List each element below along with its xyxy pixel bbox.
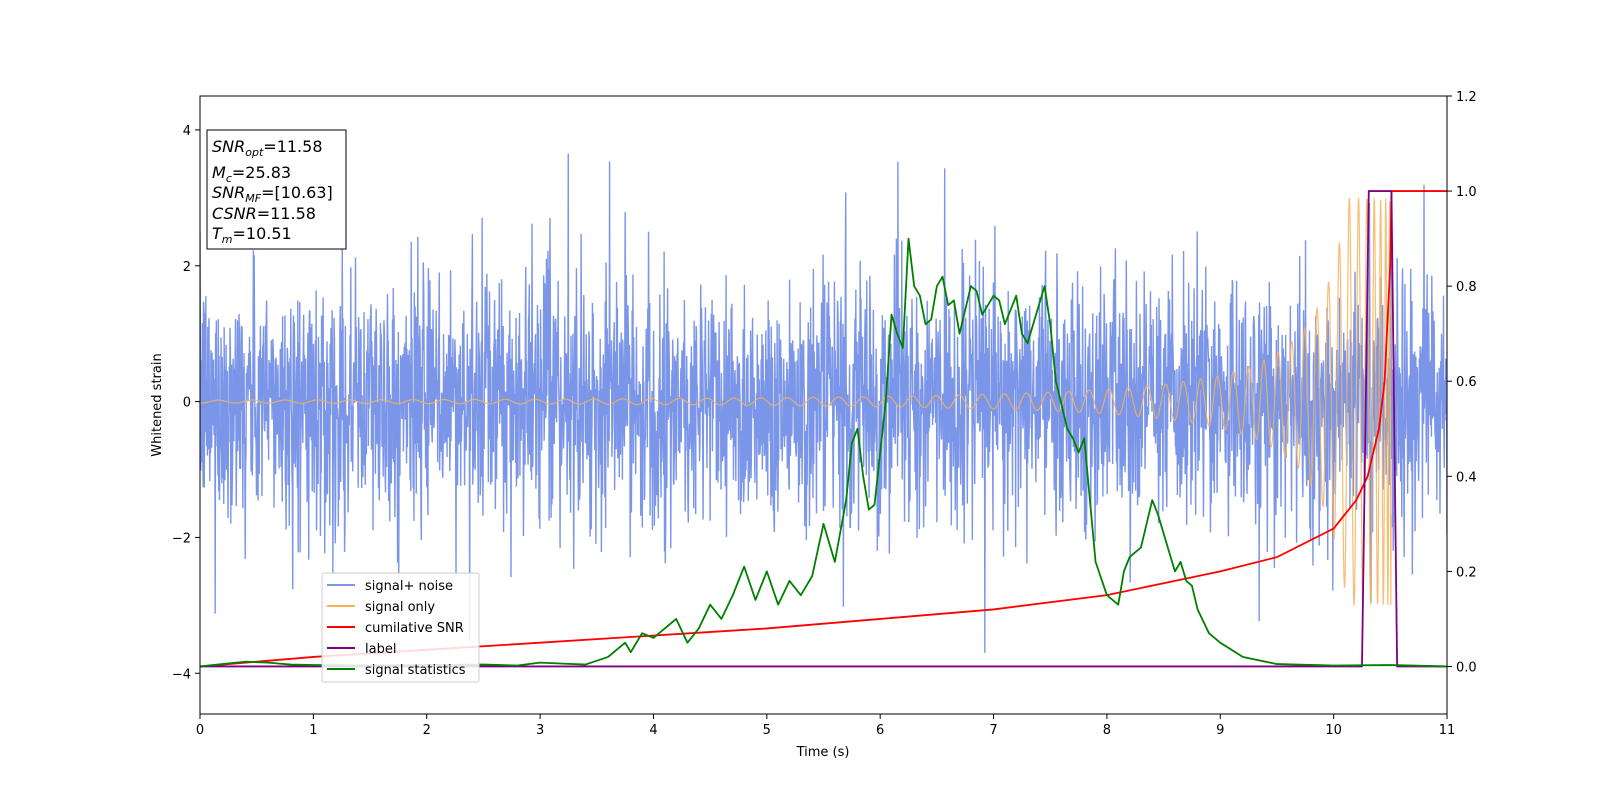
y-axis-label: Whitened strain [150,353,165,456]
series-signal-statistics [200,237,1447,668]
y-tick-label: 2 [183,260,191,275]
info-box: SNRopt=11.58 Mc=25.83 SNRMF=[10.63] CSNR… [206,129,347,250]
series-layer [200,153,1447,668]
series-cumilative-snr [200,190,1447,668]
x-tick-label: 10 [1325,723,1342,738]
y2-tick-label: 1.0 [1456,185,1477,200]
info-tm: Tm=10.51 [212,224,292,246]
series-signal-noise [200,153,1447,653]
x-tick-label: 4 [649,723,657,738]
legend-label-signal-statistics: signal statistics [365,663,466,678]
x-tick-label: 5 [763,723,771,738]
info-snr-opt: SNRopt=11.58 [212,137,323,159]
legend-label-signal-only: signal only [365,600,435,615]
x-tick-label: 7 [989,723,997,738]
x-tick-label: 9 [1216,723,1224,738]
x-axis-label: Time (s) [796,745,850,760]
info-box-frame [206,129,347,250]
y-tick-label: 4 [183,124,191,139]
x-tick-label: 1 [309,723,317,738]
legend-label-label: label [365,642,396,657]
info-mc: Mc=25.83 [212,163,291,185]
legend: signal+ noise signal only cumilative SNR… [321,572,480,683]
plot-frame [199,95,1448,715]
x-tick-label: 11 [1439,723,1456,738]
y2-tick-label: 0.2 [1456,565,1477,580]
axes-layer: 0 1 2 3 4 5 6 7 8 9 10 11 −4 −2 0 2 4 0.0 0.2 0.4 0.6 0.8 1.0 1… [172,90,1477,738]
y-tick-label: 0 [183,396,191,411]
legend-label-signal-noise: signal+ noise [365,579,453,594]
info-csnr: CSNR=11.58 [212,204,316,223]
x-tick-label: 2 [423,723,431,738]
y-tick-label: −4 [172,667,191,682]
series-signal-only [200,197,1392,607]
legend-label-cumulative-snr: cumilative SNR [365,621,464,636]
y-tick-label: −2 [172,531,191,546]
y2-tick-label: 0.8 [1456,280,1477,295]
series-label [200,190,1447,668]
y2-tick-label: 0.0 [1456,660,1477,675]
y2-tick-label: 0.4 [1456,470,1477,485]
x-tick-label: 8 [1103,723,1111,738]
legend-frame [321,572,480,683]
x-tick-label: 0 [196,723,204,738]
y2-tick-label: 1.2 [1456,90,1477,105]
x-tick-label: 6 [876,723,884,738]
x-tick-label: 3 [536,723,544,738]
y2-tick-label: 0.6 [1456,375,1477,390]
info-snr-mf: SNRMF=[10.63] [212,183,333,205]
